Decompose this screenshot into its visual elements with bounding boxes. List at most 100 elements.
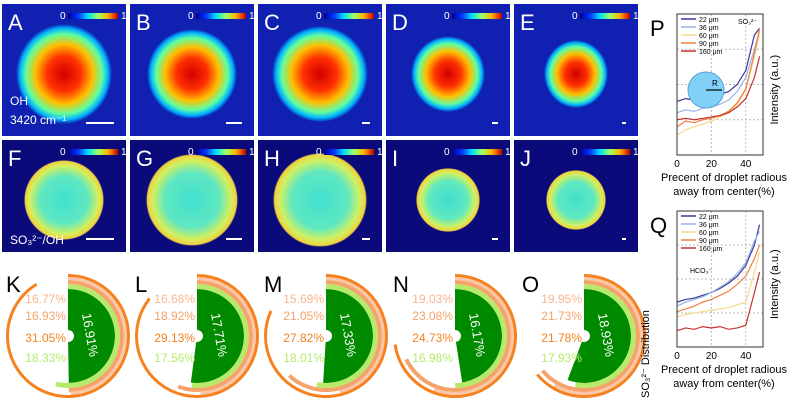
line-chart-Q: 0 20 40 Precent of droplet radious away from… (650, 210, 787, 390)
colorbar-min: 0 (188, 147, 194, 158)
image-panel-A: 0 1 A (2, 4, 127, 136)
ring-value-label: 19.95% (541, 292, 582, 306)
line-chart-P: 0 20 40 Precent of droplet radious away from… (650, 13, 787, 198)
colorbar (580, 149, 630, 155)
colorbar (196, 149, 246, 155)
radial-bar-inner (567, 289, 632, 383)
x-tick-label: 0 (674, 159, 680, 170)
radial-bar-inner (190, 289, 244, 383)
colorbar-max: 1 (377, 11, 383, 22)
heatmap-droplet (147, 29, 237, 119)
annotation: HCO₃⁻ (690, 268, 712, 275)
panel-letter: P (650, 16, 665, 41)
panel-letter: L (135, 272, 147, 297)
ring-value-label: 21.78% (541, 331, 582, 345)
heatmap-droplet (544, 40, 608, 108)
panel-letter: A (8, 10, 23, 35)
ring-value-label: 23.08% (412, 309, 453, 323)
colorbar-max: 1 (121, 11, 127, 22)
panel-letter: D (392, 10, 408, 35)
legend-label: 22 μm (699, 17, 719, 24)
legend-label: 160 μm (699, 49, 723, 56)
scale-bar (86, 238, 114, 240)
radial-bar-ring (541, 280, 640, 392)
legend-label: 60 μm (699, 230, 719, 237)
series-line (676, 231, 761, 307)
heatmap-droplet (24, 160, 104, 240)
colorbar (452, 149, 502, 155)
legend-label: 90 μm (699, 41, 719, 48)
row-label-oh: OH (10, 94, 28, 108)
colorbar-max: 1 (249, 147, 255, 158)
plot-frame (676, 13, 764, 156)
colorbar-max: 1 (377, 147, 383, 158)
scale-bar (226, 122, 242, 124)
ring-value-label: 16.98% (412, 351, 453, 365)
colorbar (452, 13, 502, 19)
radial-chart-N: 16.98%23.08%19.03%24.73% 16.17%N (393, 272, 517, 399)
x-axis-label: Precent of droplet radious (661, 172, 787, 184)
colorbar-max: 1 (633, 11, 639, 22)
radial-chart-L: 17.56%18.92%16.68%29.13% 17.71%L (134, 272, 259, 398)
panel-letter: Q (650, 213, 667, 238)
ring-value-label: 31.05% (25, 331, 66, 345)
ring-value-label: 21.05% (283, 309, 324, 323)
image-panel-D: 0 1 D (386, 4, 511, 136)
ring-value-label: 18.92% (154, 309, 195, 323)
heatmap-droplet (272, 26, 368, 122)
radial-bar-inner (68, 289, 116, 383)
legend-label: 90 μm (699, 238, 719, 245)
colorbar-min: 0 (444, 11, 450, 22)
colorbar-max: 1 (505, 11, 511, 22)
legend-label: 36 μm (699, 222, 719, 229)
scale-bar (362, 238, 370, 240)
panel-letter: J (520, 146, 531, 171)
colorbar (580, 13, 630, 19)
ring-value-label: 21.73% (541, 309, 582, 323)
colorbar-min: 0 (316, 147, 322, 158)
scale-bar (492, 122, 498, 124)
colorbar (68, 149, 118, 155)
image-panel-B: 0 1 B (130, 4, 255, 136)
ring-value-label: 16.77% (25, 292, 66, 306)
radial-chart-O: 17.93%21.73%19.95%21.78% 18.93%O (522, 272, 647, 398)
radial-bar-inner (323, 289, 374, 384)
colorbar-min: 0 (316, 11, 322, 22)
y-axis-label: Intensity (a.u.) (769, 249, 781, 319)
colorbar-max: 1 (249, 11, 255, 22)
image-panel-J: 0 1 J (514, 140, 639, 252)
radial-chart-K: 18.33%16.93%16.77%31.05% 16.91%K (5, 272, 130, 398)
colorbar-min: 0 (572, 147, 578, 158)
colorbar-min: 0 (60, 11, 66, 22)
y-axis-label: Intensity (a.u.) (769, 55, 781, 125)
colorbar (324, 13, 374, 19)
ring-value-label: 19.03% (412, 292, 453, 306)
row-label-wavenumber: 3420 cm⁻¹ (10, 113, 66, 127)
image-panel-F: 0 1 F (2, 140, 127, 252)
x-axis-label: away from center(%) (673, 378, 774, 390)
panel-letter: H (264, 146, 280, 171)
ring-value-label: 24.73% (412, 331, 453, 345)
image-panel-H: 0 1 H (258, 140, 383, 252)
panel-letter: I (392, 146, 398, 171)
scale-bar (362, 122, 370, 124)
colorbar (196, 13, 246, 19)
panel-letter: O (522, 272, 539, 297)
x-tick-label: 20 (706, 351, 718, 362)
series-line (676, 244, 761, 313)
colorbar-max: 1 (121, 147, 127, 158)
colorbar-min: 0 (444, 147, 450, 158)
panel-letter: E (520, 10, 535, 35)
inset-label: R (712, 79, 718, 88)
legend-label: 36 μm (699, 25, 719, 32)
series-line (676, 56, 761, 121)
image-panel-G: 0 1 G (130, 140, 255, 252)
colorbar-max: 1 (633, 147, 639, 158)
plot-frame (676, 210, 764, 348)
image-panel-E: 0 1 E (514, 4, 639, 136)
panel-letter: M (264, 272, 282, 297)
scale-bar (226, 238, 242, 240)
colorbar-min: 0 (60, 147, 66, 158)
image-panel-C: 0 1 C (258, 4, 383, 136)
